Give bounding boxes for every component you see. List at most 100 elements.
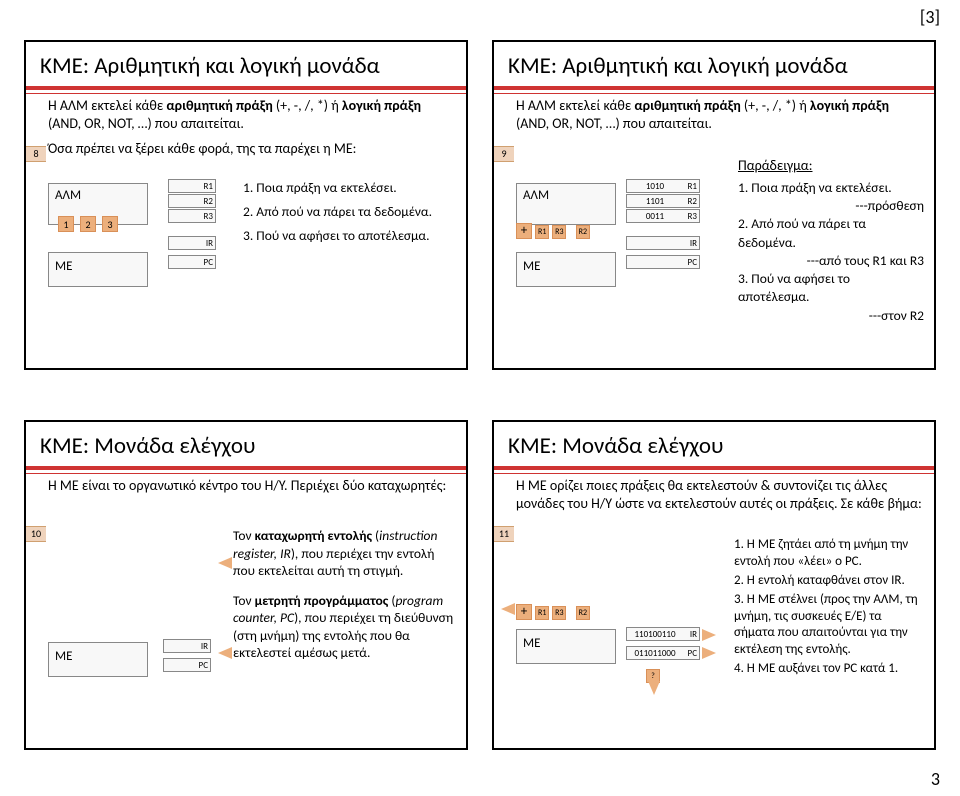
slide11-title: KME: Μονάδα ελέγχου: [494, 422, 934, 466]
me-box: ΜΕ: [48, 252, 148, 287]
list-item: 2. Από πού να πάρει τα δεδομένα.: [243, 203, 456, 221]
list-item: 3. Πού να αφήσει το αποτέλεσμα.: [738, 270, 924, 306]
t: Τον: [233, 592, 255, 609]
me-box: ΜΕ: [516, 252, 616, 287]
text: (AND, OR, NOT, …) που απαιτείται.: [48, 115, 244, 132]
slide-number: 9: [494, 146, 514, 162]
reg-r3: 0011R3: [626, 209, 700, 223]
list-item: 1. Ποια πράξη να εκτελέσει.: [243, 179, 456, 197]
text: αριθμητική πράξη: [166, 97, 272, 114]
list-item-note: ---πρόσθεση: [738, 197, 924, 215]
divider: [494, 86, 934, 90]
reg-r2: R2: [168, 194, 216, 208]
name: R3: [681, 210, 697, 222]
list-item: 3. Πού να αφήσει το αποτέλεσμα.: [243, 227, 456, 245]
subtitle: Όσα πρέπει να ξέρει κάθε φορά, της τα πα…: [48, 140, 456, 158]
reg-ir: IR: [163, 639, 211, 653]
alm-box: ΑΛΜ: [516, 183, 616, 225]
page-number-top: [3]: [920, 6, 940, 28]
list-item: 1. Ποια πράξη να εκτελέσει.: [738, 179, 924, 197]
val: 1101: [629, 195, 681, 207]
text: (+, -, /, *) ή: [741, 97, 810, 114]
tiny-r3: R3: [552, 225, 566, 239]
page-number-bottom: 3: [931, 768, 940, 790]
reg-pc: PC: [168, 255, 216, 269]
reg-ir: IR: [626, 236, 700, 250]
num1: 1: [58, 216, 74, 232]
name: PC: [681, 647, 697, 659]
val: 0011: [629, 210, 681, 222]
me-box: ΜΕ: [48, 642, 148, 677]
slide-number: 10: [26, 526, 46, 542]
val: 1010: [629, 180, 681, 192]
example-label: Παράδειγμα:: [738, 157, 924, 175]
divider: [26, 466, 466, 470]
reg-pc: PC: [163, 658, 211, 672]
slide8-title: KME: Αριθμητική και λογική μονάδα: [26, 42, 466, 86]
text: αριθμητική πράξη: [634, 97, 740, 114]
reg-r1: R1: [168, 179, 216, 193]
arrow-icon: [702, 629, 716, 641]
text: Η ΑΛΜ εκτελεί κάθε: [48, 97, 166, 114]
list-item-note: ---από τους R1 και R3: [738, 252, 924, 270]
reg-r2: 1101R2: [626, 194, 700, 208]
divider: [26, 93, 466, 94]
arrow-icon: [218, 557, 232, 569]
tiny-r3: R3: [552, 606, 566, 620]
divider: [26, 473, 466, 474]
arrow-icon: [702, 647, 716, 659]
arrow-icon: [501, 603, 515, 615]
intro-text: Η ΜΕ ορίζει ποιες πράξεις θα εκτελεστούν…: [516, 477, 924, 512]
val: 011011000: [629, 647, 681, 659]
reg-r3: R3: [168, 209, 216, 223]
slide10-title: KME: Μονάδα ελέγχου: [26, 422, 466, 466]
text: λογική πράξη: [810, 97, 889, 114]
intro-text: Η ΑΛΜ εκτελεί κάθε αριθμητική πράξη (+, …: [48, 97, 456, 132]
slide-10: KME: Μονάδα ελέγχου 10 Η ΜΕ είναι το οργ…: [24, 420, 468, 750]
intro-text: Η ΜΕ είναι το οργανωτικό κέντρο του Η/Υ.…: [48, 477, 456, 495]
intro-text: Η ΑΛΜ εκτελεί κάθε αριθμητική πράξη (+, …: [516, 97, 924, 132]
list-item: 2. Από πού να πάρει τα δεδομένα.: [738, 215, 924, 251]
plus: +: [516, 223, 532, 239]
t: μετρητή προγράμματος: [255, 592, 389, 609]
name: IR: [681, 628, 697, 640]
arrow-icon: [648, 681, 660, 695]
reg-pc: PC: [626, 255, 700, 269]
text: Η ΑΛΜ εκτελεί κάθε: [516, 97, 634, 114]
name: R1: [681, 180, 697, 192]
me-box: ΜΕ: [516, 629, 616, 664]
reg-pc: 011011000PC: [626, 646, 700, 660]
text: λογική πράξη: [342, 97, 421, 114]
t: καταχωρητή εντολής: [255, 527, 372, 544]
plus: +: [516, 604, 532, 620]
reg-ir: 110100110IR: [626, 627, 700, 641]
tiny-r2: R2: [576, 606, 590, 620]
tiny-r1: R1: [535, 225, 549, 239]
divider: [494, 93, 934, 94]
slide-8: KME: Αριθμητική και λογική μονάδα 8 Η ΑΛ…: [24, 40, 468, 370]
val: 110100110: [629, 628, 681, 640]
text: (AND, OR, NOT, …) που απαιτείται.: [516, 115, 712, 132]
divider: [494, 473, 934, 474]
list-item-note: ---στον R2: [738, 307, 924, 325]
slide-9: KME: Αριθμητική και λογική μονάδα 9 Η ΑΛ…: [492, 40, 936, 370]
reg-r1: 1010R1: [626, 179, 700, 193]
num3: 3: [102, 216, 118, 232]
paragraph: Τον μετρητή προγράμματος (program counte…: [233, 592, 456, 662]
list-item: 1. Η ΜΕ ζητάει από τη μνήμη την εντολή π…: [734, 537, 924, 571]
slide-number: 11: [494, 526, 514, 542]
text: (+, -, /, *) ή: [273, 97, 342, 114]
num2: 2: [80, 216, 96, 232]
arrow-icon: [218, 647, 232, 659]
tiny-r2: R2: [576, 225, 590, 239]
name: R2: [681, 195, 697, 207]
slide9-title: KME: Αριθμητική και λογική μονάδα: [494, 42, 934, 86]
list-item: 2. Η εντολή καταφθάνει στον IR.: [734, 573, 924, 590]
slide-number: 8: [26, 146, 46, 162]
list-item: 3. Η ΜΕ στέλνει (προς την ΑΛΜ, τη μνήμη,…: [734, 592, 924, 660]
slide-11: KME: Μονάδα ελέγχου 11 Η ΜΕ ορίζει ποιες…: [492, 420, 936, 750]
tiny-r1: R1: [535, 606, 549, 620]
divider: [26, 86, 466, 90]
paragraph: Τον καταχωρητή εντολής (instruction regi…: [233, 527, 456, 580]
reg-ir: IR: [168, 236, 216, 250]
